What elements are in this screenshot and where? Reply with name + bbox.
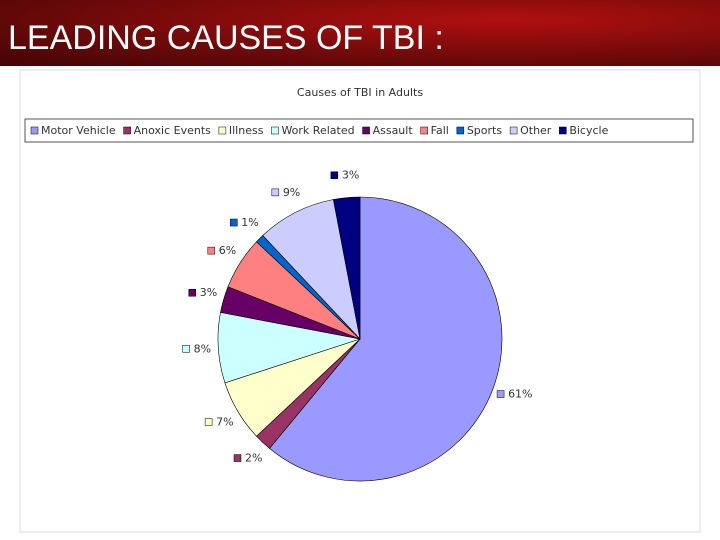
label-swatch (204, 418, 213, 426)
data-label: 2% (245, 452, 262, 465)
label-swatch (496, 390, 505, 398)
slide-title: LEADING CAUSES OF TBI : (8, 19, 444, 57)
legend-swatch (123, 126, 131, 135)
data-label: 8% (194, 342, 211, 355)
label-swatch (182, 345, 190, 353)
legend-box (24, 118, 694, 143)
chart: 61% 2% 7% 8% 3% 6% 1% 9% 3% Motor Vehicle Anoxic E… (30, 124, 609, 482)
label-swatch (207, 246, 216, 255)
label-swatch (230, 218, 238, 227)
data-label: 9% (283, 186, 300, 199)
data-label: 7% (216, 415, 233, 428)
data-label: 6% (219, 244, 236, 257)
legend-label: Assault (373, 124, 414, 137)
data-label: 61% (508, 388, 532, 401)
legend-swatch (218, 126, 227, 135)
legend-swatch (559, 126, 567, 135)
pie-slice (269, 196, 503, 482)
pie-slice (333, 196, 361, 340)
legend-label: Other (520, 124, 552, 137)
legend-label: Fall (431, 124, 449, 137)
legend-swatch (456, 126, 465, 135)
legend-label: Motor Vehicle (41, 124, 116, 137)
legend-swatch (362, 126, 370, 135)
legend-label: Illness (229, 124, 264, 137)
legend-label: Anoxic Events (134, 124, 212, 137)
legend-swatch (271, 126, 279, 135)
header-band (0, 0, 720, 66)
legend-swatch (420, 126, 428, 135)
chart-title: Causes of TBI in Adults (297, 86, 423, 99)
pie-slice (262, 199, 361, 340)
data-label: 3% (342, 169, 359, 182)
label-swatch (233, 454, 242, 462)
legend-swatch (509, 126, 518, 135)
legend-label: Sports (467, 124, 503, 137)
data-label: 3% (200, 286, 217, 299)
label-swatch (188, 288, 197, 297)
label-swatch (271, 188, 280, 197)
legend-swatch (30, 126, 39, 135)
legend-label: Bicycle (569, 124, 608, 137)
legend-label: Work Related (281, 124, 354, 137)
data-label: 1% (241, 216, 258, 229)
label-swatch (330, 171, 339, 179)
